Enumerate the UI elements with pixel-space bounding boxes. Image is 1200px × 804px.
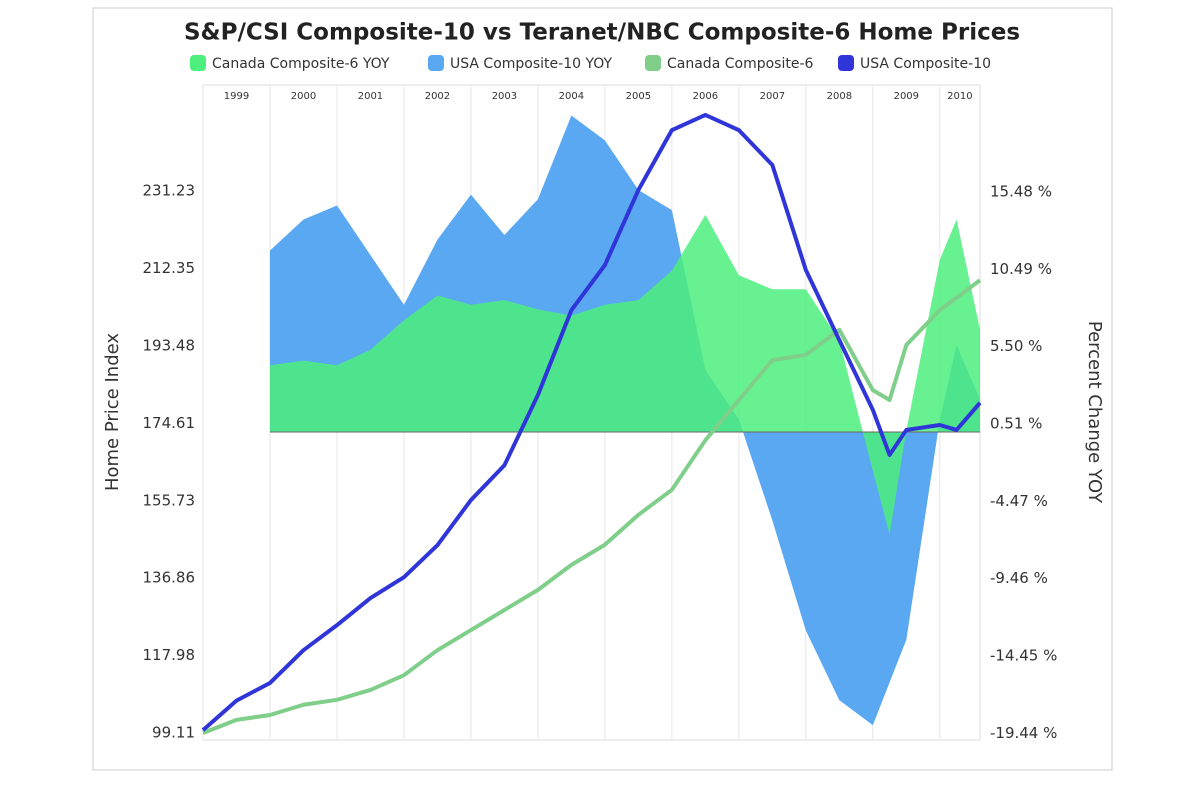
- x-tick-label: 2002: [425, 91, 450, 102]
- y2-tick-label: 0.51 %: [990, 415, 1042, 433]
- x-tick-label: 2001: [358, 91, 383, 102]
- legend-label: Canada Composite-6 YOY: [212, 56, 390, 72]
- x-tick-label: 1999: [224, 91, 249, 102]
- y-tick-label: 231.23: [143, 182, 196, 200]
- x-tick-label: 2008: [827, 91, 852, 102]
- y-tick-label: 193.48: [143, 336, 196, 354]
- y-tick-label: 212.35: [143, 259, 196, 277]
- legend-swatch: [190, 55, 206, 71]
- legend-swatch: [645, 55, 661, 71]
- legend-label: USA Composite-10 YOY: [450, 56, 612, 72]
- y-tick-label: 174.61: [143, 414, 196, 432]
- x-tick-label: 2005: [626, 91, 651, 102]
- line: [202, 278, 982, 735]
- y-tick-label: 155.73: [143, 491, 196, 509]
- y-axis-title: Home Price Index: [102, 333, 123, 491]
- x-tick-label: 2004: [559, 91, 584, 102]
- chart-title: S&P/CSI Composite-10 vs Teranet/NBC Comp…: [184, 20, 1020, 46]
- y2-tick-label: 5.50 %: [990, 337, 1042, 355]
- y2-tick-label: -4.47 %: [990, 492, 1048, 510]
- x-tick-label: 2000: [291, 91, 316, 102]
- y2-axis-title: Percent Change YOY: [1084, 321, 1105, 504]
- y2-tick-label: -14.45 %: [990, 647, 1057, 665]
- x-tick-label: 2003: [492, 91, 517, 102]
- line: [201, 112, 982, 732]
- legend-swatch: [838, 55, 854, 71]
- area: [269, 214, 980, 535]
- x-tick-label: 2009: [894, 91, 919, 102]
- y-tick-label: 117.98: [143, 646, 196, 664]
- y2-tick-label: 10.49 %: [990, 260, 1052, 278]
- x-tick-label: 2006: [693, 91, 718, 102]
- y2-tick-label: -19.44 %: [990, 724, 1057, 742]
- y-tick-label: 136.86: [143, 569, 196, 587]
- y2-tick-label: -9.46 %: [990, 569, 1048, 587]
- x-tick-label: 2007: [760, 91, 785, 102]
- x-tick-label: 2010: [947, 91, 972, 102]
- legend-label: USA Composite-10: [860, 56, 991, 72]
- legend-label: Canada Composite-6: [667, 56, 813, 72]
- legend-swatch: [428, 55, 444, 71]
- y-tick-label: 99.11: [152, 723, 195, 741]
- y2-tick-label: 15.48 %: [990, 182, 1052, 200]
